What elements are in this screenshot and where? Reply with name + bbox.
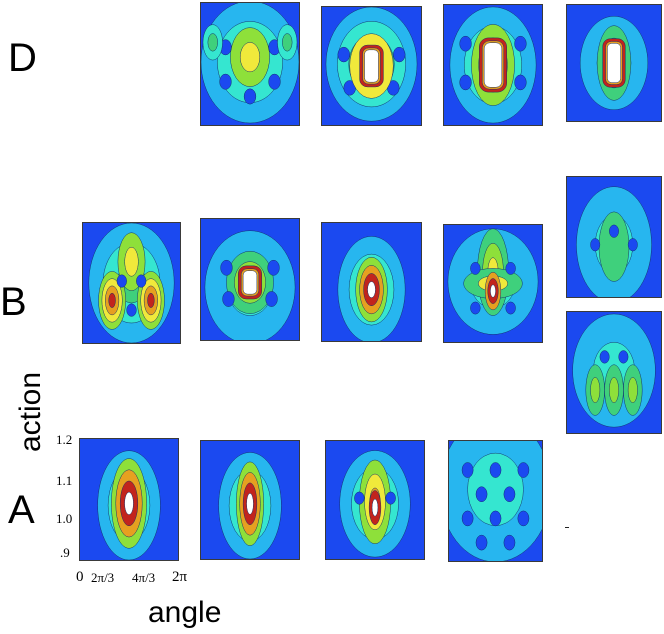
contour-core (364, 49, 379, 83)
contour-hole (618, 350, 629, 364)
contour-hole (219, 73, 232, 90)
x-tick-label: 2π (172, 569, 188, 585)
x-tick-label: 0 (76, 569, 84, 585)
contour-panel-d1 (200, 2, 300, 126)
contour-level (282, 33, 293, 52)
contour-plot (80, 439, 178, 560)
contour-plot (567, 177, 661, 297)
contour-hole (268, 73, 281, 90)
contour-hole (243, 88, 257, 105)
contour-hole (470, 301, 481, 315)
contour-panel-a3 (448, 440, 543, 562)
contour-hole (385, 491, 396, 505)
contour-level (246, 493, 254, 515)
contour-level (590, 377, 601, 403)
contour-level (207, 33, 218, 52)
contour-hole (489, 510, 502, 527)
contour-level (371, 498, 379, 517)
x-tick-label: 4π/3 (132, 570, 156, 585)
contour-hole (475, 486, 488, 503)
contour-level (124, 491, 134, 515)
contour-hole (461, 510, 474, 527)
contour-plot (201, 219, 299, 340)
contour-hole (627, 238, 638, 252)
contour-level (239, 42, 261, 73)
contour-panel-a0 (79, 438, 179, 561)
contour-hole (609, 224, 619, 238)
contour-core (242, 270, 258, 295)
contour-plot (322, 223, 421, 341)
contour-panel-a2 (325, 440, 425, 560)
contour-hole (470, 262, 481, 275)
contour-hole (126, 303, 137, 317)
contour-hole (459, 35, 472, 52)
contour-hole (136, 274, 147, 288)
y-tick-label: .9 (60, 545, 70, 560)
y-axis-title: action (14, 371, 47, 452)
contour-level (124, 246, 139, 277)
contour-hole (505, 262, 516, 275)
contour-panel-d3 (443, 4, 543, 126)
contour-hole (503, 486, 516, 503)
contour-panel-d4 (566, 4, 662, 122)
contour-level (367, 281, 376, 298)
contour-plot (444, 225, 542, 342)
contour-hole (517, 462, 530, 478)
contour-panel-b3 (443, 224, 543, 343)
row-label-b: B (0, 280, 27, 324)
y-tick-label: 1.0 (56, 511, 73, 526)
contour-hole (590, 238, 601, 252)
contour-panel-d2 (321, 6, 422, 126)
contour-panel-b0 (82, 222, 181, 344)
contour-hole (489, 462, 502, 478)
x-axis-title: angle (148, 596, 222, 629)
contour-hole (222, 291, 235, 307)
contour-hole (475, 534, 488, 551)
contour-level (490, 284, 496, 298)
contour-hole (393, 46, 406, 63)
contour-panel-a1 (200, 440, 300, 560)
contour-plot (326, 441, 424, 559)
contour-hole (514, 35, 527, 52)
row-label-d: D (8, 36, 37, 80)
contour-hole (354, 491, 365, 505)
contour-hole (337, 46, 350, 63)
row-label-a: A (8, 488, 35, 532)
contour-hole (505, 301, 516, 315)
contour-hole (267, 259, 280, 276)
stray-tick-mark (565, 527, 569, 528)
contour-panel-b4 (566, 176, 662, 298)
contour-plot (567, 312, 661, 433)
contour-core (483, 42, 503, 88)
contour-panel-b2 (321, 222, 422, 342)
contour-plot (201, 3, 299, 125)
contour-plot (567, 5, 661, 121)
contour-plot (83, 223, 180, 343)
contour-hole (517, 510, 530, 527)
contour-core (607, 43, 621, 83)
contour-panel-b1 (200, 218, 300, 341)
contour-level (627, 377, 638, 403)
contour-hole (503, 534, 516, 551)
y-tick-label: 1.2 (56, 432, 73, 447)
contour-plot (449, 441, 542, 561)
contour-panel-b5 (566, 311, 662, 434)
contour-hole (514, 74, 527, 91)
contour-level (598, 211, 630, 282)
contour-level (609, 377, 619, 403)
contour-hole (459, 74, 472, 91)
contour-level (108, 292, 116, 308)
x-tick-label: 2π/3 (91, 570, 115, 585)
contour-hole (265, 291, 278, 307)
contour-plot (322, 7, 421, 125)
contour-plot (444, 5, 542, 125)
contour-level (147, 292, 155, 308)
contour-hole (116, 274, 127, 288)
contour-hole (220, 259, 233, 276)
contour-hole (461, 462, 474, 478)
contour-plot (201, 441, 299, 559)
contour-hole (599, 350, 610, 364)
y-tick-label: 1.1 (56, 473, 73, 488)
